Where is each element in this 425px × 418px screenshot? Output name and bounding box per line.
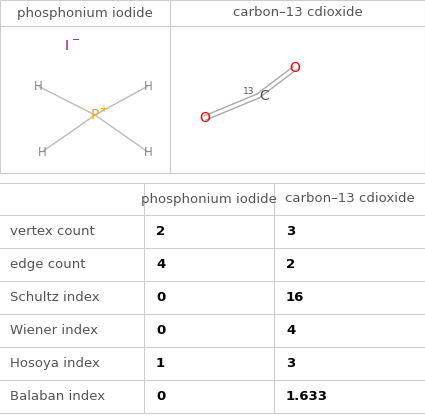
Text: H: H: [144, 145, 153, 158]
Text: P: P: [91, 108, 99, 122]
Text: 0: 0: [156, 291, 165, 304]
Bar: [0, 0, 425, 173]
Text: H: H: [34, 79, 43, 92]
Text: carbon–13 cdioxide: carbon–13 cdioxide: [232, 7, 363, 20]
Text: Hosoya index: Hosoya index: [10, 357, 100, 370]
Text: 3: 3: [286, 225, 295, 238]
Text: H: H: [38, 145, 46, 158]
Text: C: C: [259, 89, 269, 103]
Text: −: −: [72, 35, 80, 45]
Text: Schultz index: Schultz index: [10, 291, 99, 304]
Text: Balaban index: Balaban index: [10, 390, 105, 403]
Text: 2: 2: [156, 225, 165, 238]
Text: 16: 16: [286, 291, 304, 304]
Text: 0: 0: [156, 390, 165, 403]
Text: carbon–13 cdioxide: carbon–13 cdioxide: [285, 193, 414, 206]
Text: phosphonium iodide: phosphonium iodide: [141, 193, 277, 206]
Text: O: O: [200, 111, 210, 125]
Text: edge count: edge count: [10, 258, 85, 271]
Text: 13: 13: [243, 87, 255, 95]
Text: 2: 2: [286, 258, 295, 271]
Text: O: O: [289, 61, 300, 75]
Text: +: +: [99, 104, 107, 114]
Text: 0: 0: [156, 324, 165, 337]
Text: vertex count: vertex count: [10, 225, 95, 238]
Text: Wiener index: Wiener index: [10, 324, 98, 337]
Text: 4: 4: [156, 258, 165, 271]
Text: H: H: [144, 79, 153, 92]
Text: 1.633: 1.633: [286, 390, 328, 403]
Text: 1: 1: [156, 357, 165, 370]
Text: 4: 4: [286, 324, 295, 337]
Text: I: I: [65, 39, 69, 53]
Text: phosphonium iodide: phosphonium iodide: [17, 7, 153, 20]
Text: 3: 3: [286, 357, 295, 370]
